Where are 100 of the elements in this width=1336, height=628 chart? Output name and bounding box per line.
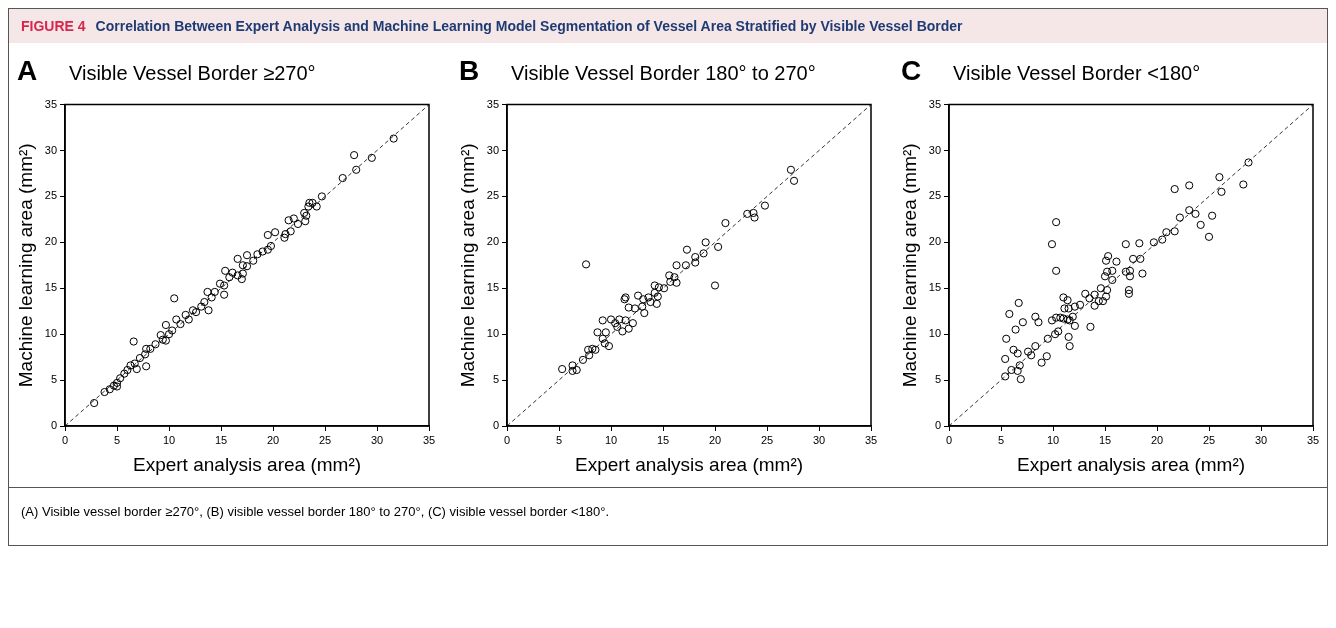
point — [613, 322, 622, 331]
point — [611, 319, 620, 328]
x-tick-label: 20 — [708, 433, 722, 446]
point — [639, 295, 648, 304]
x-tick-label: 0 — [945, 433, 953, 446]
x-tick-label: 0 — [503, 433, 511, 446]
text: B — [459, 55, 481, 87]
point — [659, 284, 669, 293]
x-tick-label: 5 — [997, 433, 1005, 446]
y-tick-label: 25 — [44, 189, 58, 202]
text: (A) Visible vessel border ≥270°, (B) visible vessel border 180° to 270°, (C) visible vessel border <180°. — [9, 487, 1327, 545]
y-tick-label: 5 — [50, 373, 58, 386]
point — [638, 302, 647, 311]
y-tick-label: 15 — [486, 281, 500, 294]
point — [598, 316, 607, 325]
point — [681, 261, 690, 270]
point — [606, 315, 616, 324]
point — [585, 351, 594, 360]
point — [789, 176, 799, 185]
y-tick-label: 30 — [486, 143, 500, 156]
point — [691, 258, 700, 267]
y-tick-label: 35 — [928, 97, 942, 110]
point — [621, 316, 630, 325]
point — [630, 304, 640, 313]
point — [710, 281, 720, 290]
point — [743, 209, 752, 218]
x-tick-label: 5 — [555, 433, 563, 446]
y-tick-label: 15 — [928, 281, 942, 294]
y-tick-label: 10 — [486, 327, 500, 340]
y-tick-label: 20 — [928, 235, 942, 248]
x-tick-label: 5 — [113, 433, 121, 446]
y-tick-label: 0 — [492, 419, 500, 432]
point — [600, 339, 609, 348]
x-axis-title: Expert analysis area (mm²) — [132, 453, 362, 475]
point — [653, 292, 662, 301]
x-tick-label: 10 — [1046, 433, 1060, 446]
y-tick-label: 15 — [44, 281, 58, 294]
point — [578, 355, 588, 364]
y-tick-label: 35 — [486, 97, 500, 110]
point — [749, 208, 758, 218]
y-tick-label: 20 — [486, 235, 500, 248]
y-tick-label: 10 — [928, 327, 942, 340]
point — [646, 297, 655, 307]
chart-title: Visible Vessel Border ≥270° — [69, 62, 316, 85]
point — [628, 319, 637, 328]
point — [691, 252, 700, 262]
point — [644, 293, 653, 302]
point — [670, 273, 679, 282]
point — [624, 324, 633, 333]
point — [640, 308, 649, 318]
x-tick-label: 15 — [656, 433, 670, 446]
point — [699, 249, 708, 258]
point — [760, 201, 770, 210]
point — [672, 261, 681, 270]
point — [598, 334, 607, 343]
caption: FIGURE 4 — [21, 18, 86, 34]
x-tick-label: 30 — [370, 433, 384, 446]
point — [581, 260, 591, 269]
text: C — [901, 55, 923, 87]
point — [665, 271, 674, 280]
point — [601, 328, 610, 337]
y-tick-label: 5 — [934, 373, 942, 386]
y-tick-label: 0 — [50, 419, 58, 432]
y-tick-label: 35 — [44, 97, 58, 110]
chart-title: Visible Vessel Border <180° — [953, 62, 1201, 85]
y-tick-label: 25 — [928, 189, 942, 202]
point — [786, 165, 796, 174]
point — [572, 365, 581, 375]
x-tick-label: 25 — [318, 433, 332, 446]
point — [591, 345, 600, 354]
x-tick-label: 10 — [604, 433, 618, 446]
x-tick-label: 20 — [1150, 433, 1164, 446]
point — [558, 364, 567, 374]
x-tick-label: 35 — [1306, 433, 1320, 446]
y-axis-title: Machine learning area (mm²) — [456, 143, 478, 388]
chart-title: Visible Vessel Border 180° to 270° — [511, 62, 816, 85]
point — [624, 303, 633, 312]
x-axis-title: Expert analysis area (mm²) — [574, 453, 804, 475]
x-tick-label: 35 — [864, 433, 878, 446]
point — [682, 245, 692, 254]
x-tick-label: 15 — [1098, 433, 1112, 446]
point — [666, 277, 675, 286]
x-axis-title: Expert analysis area (mm²) — [1016, 453, 1246, 475]
x-tick-label: 0 — [61, 433, 69, 446]
point — [701, 238, 710, 247]
x-tick-label: 30 — [812, 433, 826, 446]
point — [593, 328, 602, 337]
x-tick-label: 20 — [266, 433, 280, 446]
x-tick-label: 30 — [1254, 433, 1268, 446]
point — [604, 342, 614, 351]
point — [568, 361, 577, 370]
x-tick-label: 25 — [760, 433, 774, 446]
point — [584, 345, 593, 354]
y-tick-label: 20 — [44, 235, 58, 248]
point — [672, 278, 681, 287]
point — [714, 242, 723, 252]
point — [721, 218, 730, 228]
y-tick-label: 5 — [492, 373, 500, 386]
x-tick-label: 35 — [422, 433, 436, 446]
point — [650, 288, 659, 297]
